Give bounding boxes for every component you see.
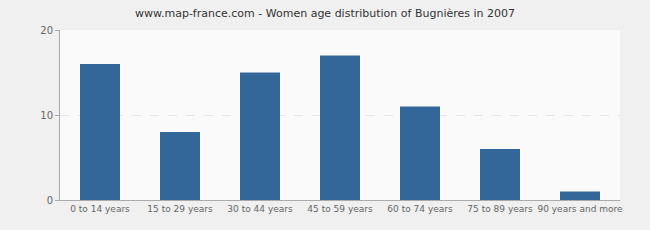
svg-text:60 to 74 years: 60 to 74 years bbox=[387, 204, 453, 214]
svg-text:15 to 29 years: 15 to 29 years bbox=[147, 204, 213, 214]
svg-text:90 years and more: 90 years and more bbox=[537, 204, 623, 214]
svg-text:10: 10 bbox=[40, 110, 53, 121]
svg-text:20: 20 bbox=[40, 25, 53, 36]
svg-text:45 to 59 years: 45 to 59 years bbox=[307, 204, 373, 214]
svg-text:0 to 14 years: 0 to 14 years bbox=[70, 204, 130, 214]
svg-text:www.map-france.com - Women age: www.map-france.com - Women age distribut… bbox=[135, 7, 515, 20]
svg-text:75 to 89 years: 75 to 89 years bbox=[467, 204, 533, 214]
svg-text:30 to 44 years: 30 to 44 years bbox=[227, 204, 293, 214]
svg-text:0: 0 bbox=[47, 195, 53, 206]
